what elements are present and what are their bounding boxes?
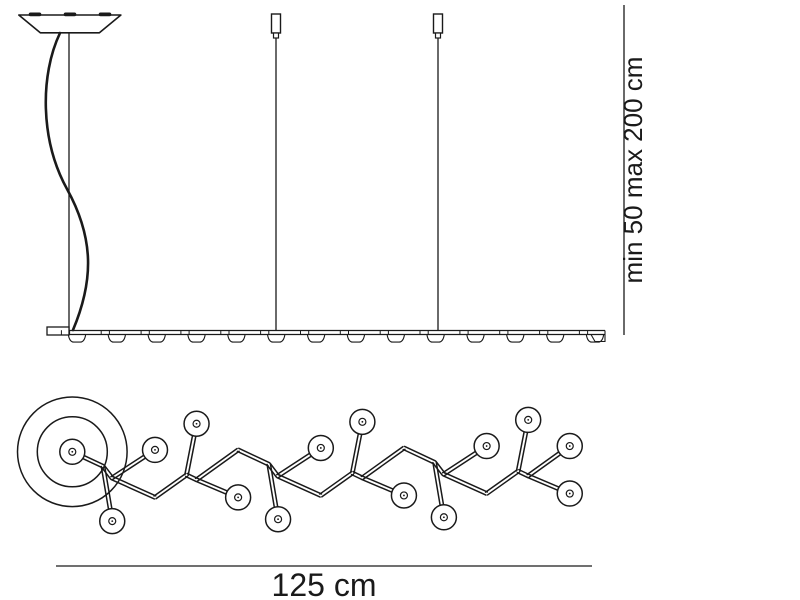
svg-text:125 cm: 125 cm: [272, 567, 377, 600]
svg-text:min 50 max 200 cm: min 50 max 200 cm: [618, 57, 648, 284]
